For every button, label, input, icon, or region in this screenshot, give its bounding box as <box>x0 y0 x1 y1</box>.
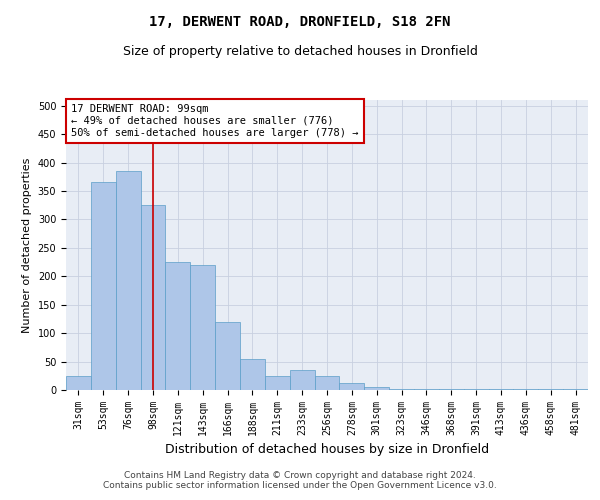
Text: 17 DERWENT ROAD: 99sqm
← 49% of detached houses are smaller (776)
50% of semi-de: 17 DERWENT ROAD: 99sqm ← 49% of detached… <box>71 104 359 138</box>
Bar <box>364 387 389 390</box>
Bar <box>166 262 190 390</box>
Bar <box>140 205 166 390</box>
Bar <box>66 376 91 390</box>
X-axis label: Distribution of detached houses by size in Dronfield: Distribution of detached houses by size … <box>165 444 489 456</box>
Text: Size of property relative to detached houses in Dronfield: Size of property relative to detached ho… <box>122 45 478 58</box>
Bar <box>314 376 340 390</box>
Bar <box>389 389 414 390</box>
Bar <box>91 182 116 390</box>
Bar <box>116 171 140 390</box>
Bar <box>190 265 215 390</box>
Text: 17, DERWENT ROAD, DRONFIELD, S18 2FN: 17, DERWENT ROAD, DRONFIELD, S18 2FN <box>149 15 451 29</box>
Text: Contains HM Land Registry data © Crown copyright and database right 2024.
Contai: Contains HM Land Registry data © Crown c… <box>103 470 497 490</box>
Bar <box>215 322 240 390</box>
Bar <box>265 376 290 390</box>
Bar <box>240 358 265 390</box>
Bar <box>290 370 314 390</box>
Y-axis label: Number of detached properties: Number of detached properties <box>22 158 32 332</box>
Bar <box>340 383 364 390</box>
